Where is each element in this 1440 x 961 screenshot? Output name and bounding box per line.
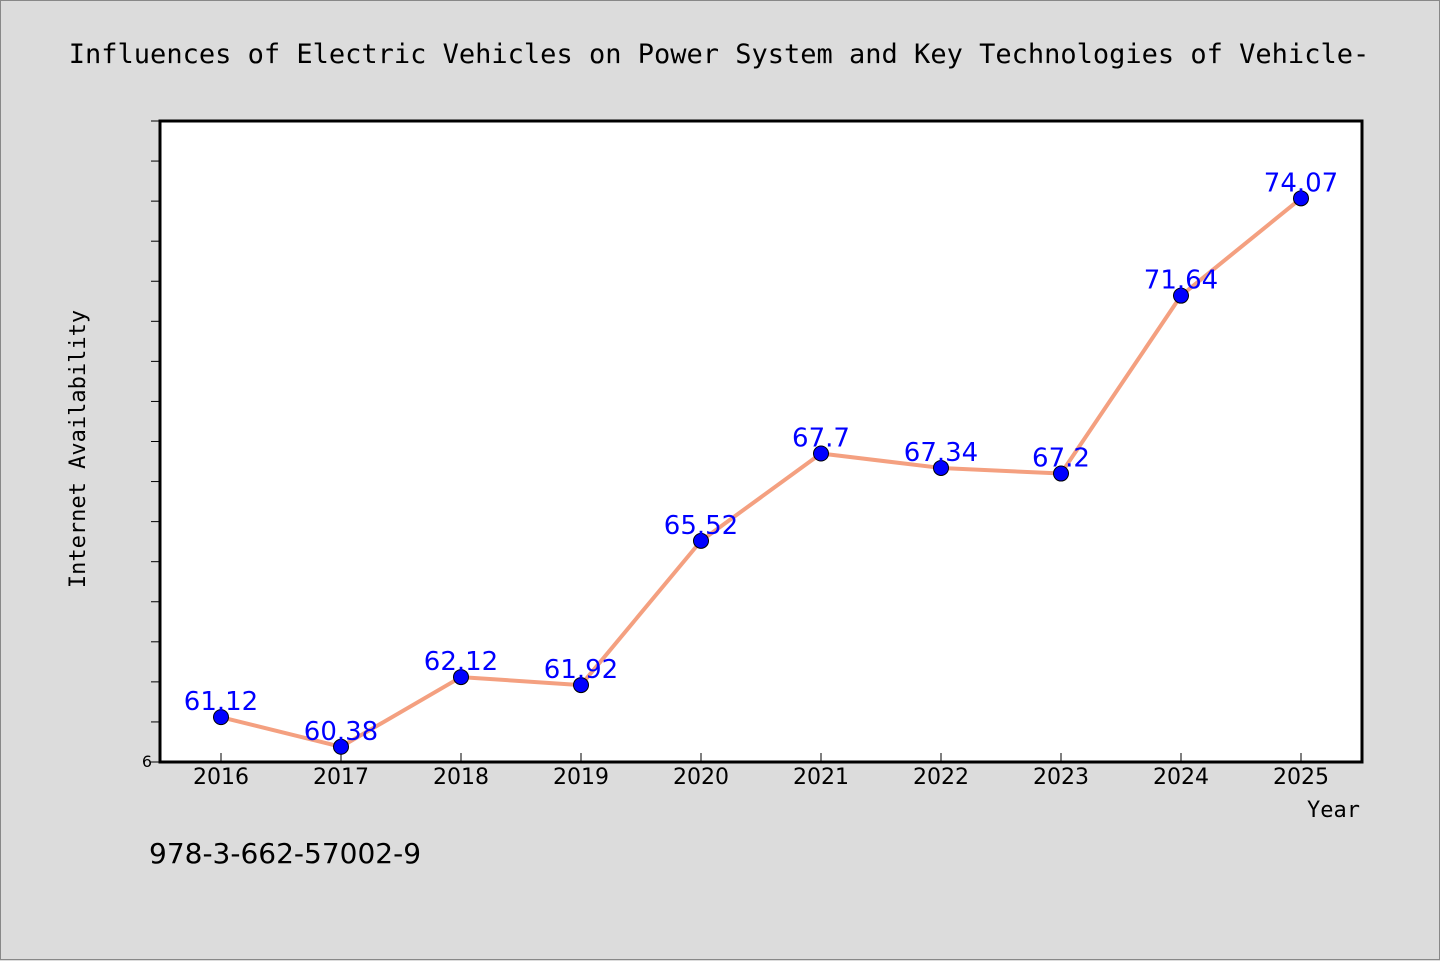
data-label: 65.52 — [664, 511, 738, 541]
data-label: 71.64 — [1144, 266, 1218, 296]
data-label: 67.7 — [792, 424, 850, 454]
data-point — [213, 709, 229, 726]
data-label: 61.12 — [184, 687, 258, 717]
data-point — [573, 677, 589, 694]
x-tick-label: 2025 — [1273, 765, 1329, 790]
x-axis-label: Year — [1307, 798, 1360, 823]
data-point — [693, 532, 709, 549]
x-tick-label: 2016 — [193, 765, 249, 790]
x-tick-label: 2020 — [673, 765, 729, 790]
data-point — [1173, 287, 1189, 304]
x-tick-label: 2022 — [913, 765, 969, 790]
data-label: 74.07 — [1264, 168, 1338, 198]
x-axis-ticks: 2016 2017 2018 2019 2020 2021 2022 2023 2024 2025 — [193, 753, 1329, 790]
x-tick-label: 2024 — [1153, 765, 1209, 790]
data-point — [933, 459, 949, 476]
data-point — [333, 738, 349, 755]
y-axis-ticks — [151, 120, 160, 763]
x-tick-label: 2021 — [793, 765, 849, 790]
data-point — [1293, 190, 1309, 207]
data-label: 67.34 — [904, 438, 978, 468]
data-point — [1053, 465, 1069, 482]
x-tick-label: 2023 — [1033, 765, 1089, 790]
data-label: 61.92 — [544, 655, 618, 685]
series-layer: 61.12 60.38 62.12 61.92 65.52 67.7 67.34 67.2 71… — [184, 168, 1338, 755]
data-point — [453, 669, 469, 686]
series-line — [220, 196, 1303, 749]
x-tick-label: 2017 — [313, 765, 369, 790]
data-label: 62.12 — [424, 647, 498, 677]
data-label: 60.38 — [304, 717, 378, 747]
chart-title: Influences of Electric Vehicles on Power… — [69, 39, 1369, 70]
y-axis-label: Internet Availability — [66, 310, 91, 588]
x-tick-label: 2018 — [433, 765, 489, 790]
x-tick-label: 2019 — [553, 765, 609, 790]
isbn-footnote: 978-3-662-57002-9 — [149, 837, 421, 870]
plot-area — [158, 119, 1364, 764]
y-tick-label: 6 — [142, 752, 152, 771]
data-point — [813, 445, 829, 462]
data-label: 67.2 — [1032, 444, 1090, 474]
